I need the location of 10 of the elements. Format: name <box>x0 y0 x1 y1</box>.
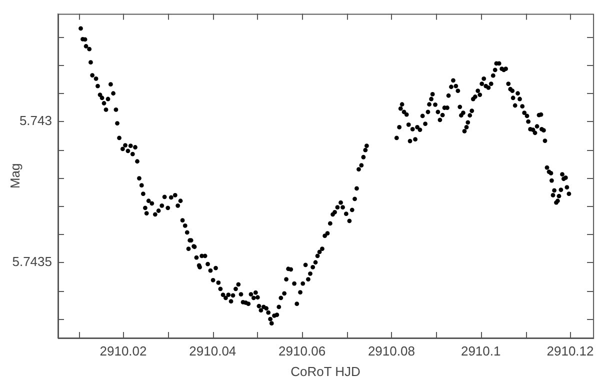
x-tick-label: 2910.12 <box>546 343 594 358</box>
x-axis-title: CoRoT HJD <box>290 364 360 379</box>
x-tick-label: 2910.02 <box>100 343 147 358</box>
x-tick-label: 2910.04 <box>189 343 236 358</box>
y-tick-label: 5.7435 <box>12 254 52 269</box>
x-tick-label: 2910.06 <box>278 343 326 358</box>
x-tick-label: 2910.08 <box>368 343 415 358</box>
y-tick-label: 5.743 <box>19 112 52 128</box>
x-tick-label: 2910.1 <box>460 343 501 358</box>
y-axis-title: Mag <box>7 163 22 189</box>
